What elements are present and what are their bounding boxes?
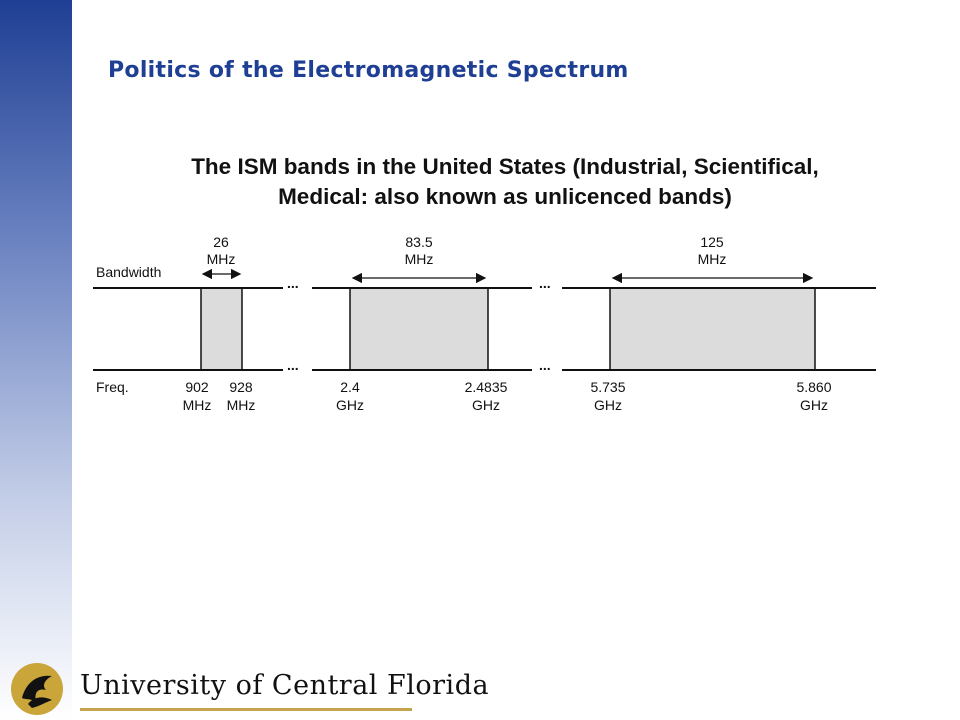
band-1-bandwidth-value: 26 (213, 234, 229, 250)
gap-ellipsis-top-1: ... (287, 275, 299, 291)
band-1-start-unit: MHz (183, 397, 212, 413)
subtitle-line-1: The ISM bands in the United States (Indu… (191, 154, 819, 179)
band-3-area (609, 287, 816, 371)
subtitle-line-2: Medical: also known as unlicenced bands) (278, 184, 732, 209)
slide-title: Politics of the Electromagnetic Spectrum (108, 58, 629, 83)
pegasus-logo-icon (11, 663, 63, 715)
band-2-start-unit: GHz (336, 397, 364, 413)
band-2-area (349, 287, 489, 371)
band-2-bandwidth-unit: MHz (405, 251, 434, 267)
band-3-start-value: 5.735 (590, 379, 625, 395)
footer-rule (80, 708, 412, 711)
band-2-end-value: 2.4835 (465, 379, 508, 395)
band-1-area (200, 287, 243, 371)
side-gradient-bar (0, 0, 72, 720)
gap-ellipsis-bottom-1: ... (287, 357, 299, 373)
university-name: University of Central Florida (80, 670, 490, 701)
gap-ellipsis-top-2: ... (539, 275, 551, 291)
ism-bands-diagram: Bandwidth Freq. ... ... ... ... 26 MHz 8… (93, 234, 876, 413)
band-3-end-value: 5.860 (796, 379, 831, 395)
band-1-start-value: 902 (185, 379, 209, 395)
band-3-end-unit: GHz (800, 397, 828, 413)
bandwidth-row-label: Bandwidth (96, 264, 161, 280)
band-3-bandwidth-value: 125 (700, 234, 724, 250)
band-2-end-unit: GHz (472, 397, 500, 413)
spectrum-lines (93, 287, 876, 371)
band-1-end-value: 928 (229, 379, 253, 395)
slide-subtitle: The ISM bands in the United States (Indu… (100, 152, 910, 212)
band-3-bandwidth-unit: MHz (698, 251, 727, 267)
band-1-bandwidth-unit: MHz (207, 251, 236, 267)
footer: University of Central Florida (0, 652, 960, 720)
band-2-bandwidth-value: 83.5 (405, 234, 432, 250)
band-3-start-unit: GHz (594, 397, 622, 413)
band-1-end-unit: MHz (227, 397, 256, 413)
band-2-start-value: 2.4 (340, 379, 360, 395)
gap-ellipsis-bottom-2: ... (539, 357, 551, 373)
frequency-row-label: Freq. (96, 379, 129, 395)
